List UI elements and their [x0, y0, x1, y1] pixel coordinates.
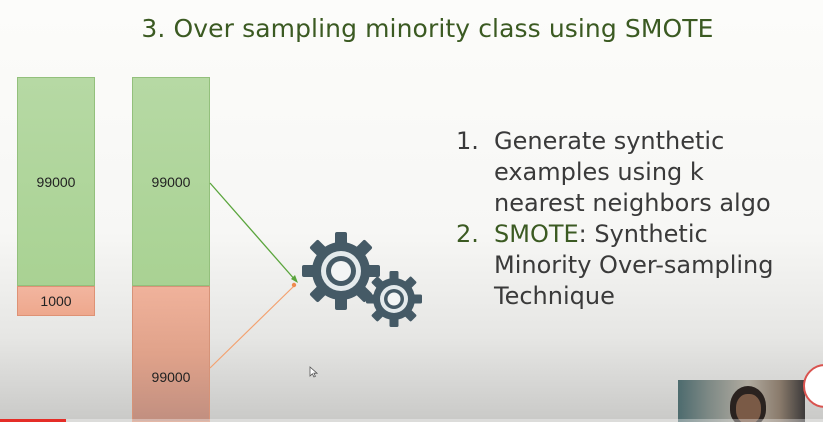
original-dataset-bar: 99000 1000 — [17, 77, 95, 316]
smote-points-list: 1. Generate synthetic examples using k n… — [456, 126, 774, 312]
gears-icon — [302, 232, 422, 327]
video-progress-fill — [0, 419, 66, 422]
point-line: Generate synthetic — [494, 127, 725, 155]
oversampled-majority-segment: 99000 — [132, 77, 210, 286]
minority-connector-line — [209, 285, 295, 369]
oversampled-minority-segment: 99000 — [132, 286, 210, 422]
oversampled-minority-label: 99000 — [151, 369, 191, 385]
point-item-1: 1. Generate synthetic examples using k n… — [456, 126, 774, 219]
mouse-cursor-icon — [309, 366, 318, 378]
point-line: SMOTE: Synthetic — [494, 219, 774, 250]
minority-connector-dot — [291, 282, 297, 288]
point-item-2: 2. SMOTE: Synthetic Minority Over-sampli… — [456, 219, 774, 312]
original-majority-label: 99000 — [36, 173, 76, 190]
webcam-video-overlay — [678, 380, 805, 422]
point-line-rest: : Synthetic — [578, 220, 708, 248]
slide-title: 3. Over sampling minority class using SM… — [141, 14, 714, 43]
point-line: nearest neighbors algo — [494, 189, 771, 217]
point-number-2: 2. — [456, 220, 479, 248]
original-majority-segment: 99000 — [17, 77, 95, 286]
oversampled-dataset-bar: 99000 99000 — [132, 77, 210, 422]
original-minority-segment: 1000 — [17, 286, 95, 316]
small-gear-icon — [366, 271, 422, 327]
original-minority-label: 1000 — [40, 293, 72, 309]
oversampled-majority-label: 99000 — [151, 173, 191, 190]
point-line: examples using k — [494, 158, 704, 186]
majority-connector-arrowhead — [291, 275, 298, 283]
point-line: Minority Over-sampling — [494, 251, 774, 279]
presenter-face — [736, 394, 761, 422]
point-line: Technique — [494, 282, 615, 310]
video-progress-bar[interactable] — [0, 419, 823, 422]
point-number-1: 1. — [456, 127, 479, 155]
smote-highlight: SMOTE — [494, 220, 579, 248]
majority-connector-line — [209, 182, 297, 282]
